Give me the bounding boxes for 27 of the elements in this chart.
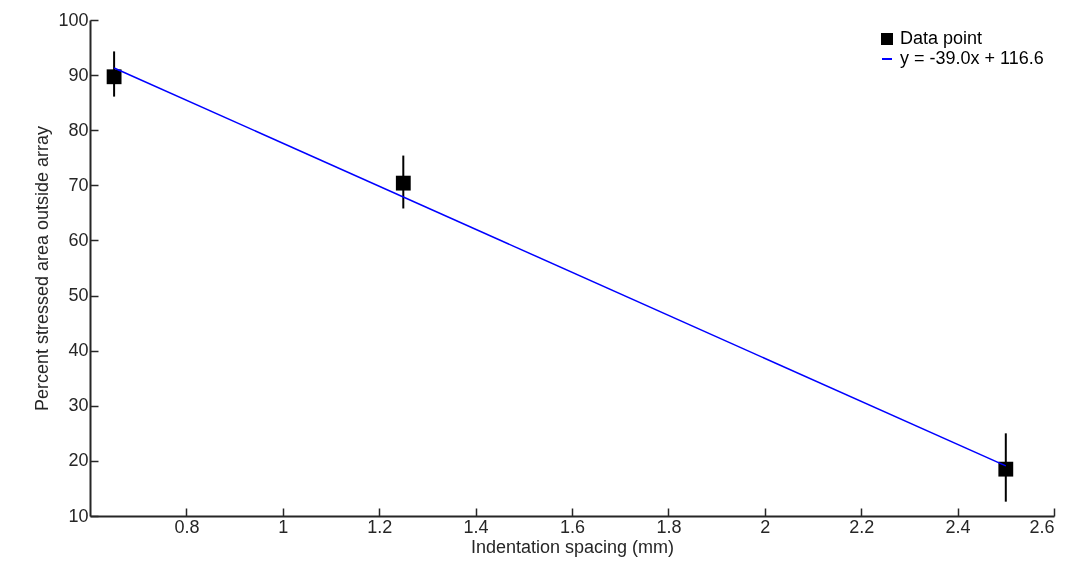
x-tick-label: 1.4 (463, 516, 489, 537)
y-tick-label: 90 (68, 64, 89, 85)
point (998, 461, 1014, 477)
y-tick-label: 40 (68, 340, 89, 361)
y-tick-label: 60 (68, 229, 89, 250)
x-tick-label: 1 (278, 516, 289, 537)
y-tick-label: 80 (68, 119, 89, 140)
point (106, 69, 122, 85)
x-tick-label: 2.4 (945, 516, 971, 537)
y-tick-label: 70 (68, 174, 89, 195)
x-tick-label: 0.8 (174, 516, 200, 537)
x-tick-label: 1.2 (367, 516, 393, 537)
y-tick-label: 100 (58, 9, 89, 30)
y-axis-title: Percent stressed area outside array (32, 125, 53, 412)
y-tick-label: 20 (68, 450, 89, 471)
legend-label: y = -39.0x + 116.6 (900, 48, 1044, 68)
x-tick-label: 1.8 (656, 516, 682, 537)
y-tick-label: 50 (68, 285, 89, 306)
x-tick-label: 2 (760, 516, 771, 537)
point (395, 175, 411, 191)
x-axis-title: Indentation spacing (mm) (470, 536, 675, 557)
x-tick-label: 2.2 (849, 516, 875, 537)
y-tick-label: 30 (68, 395, 89, 416)
y-tick-label: 10 (68, 505, 89, 526)
x-tick-label: 2.6 (1029, 516, 1055, 537)
x-tick-label: 1.6 (559, 516, 586, 537)
legend-label: Data point (900, 28, 983, 48)
